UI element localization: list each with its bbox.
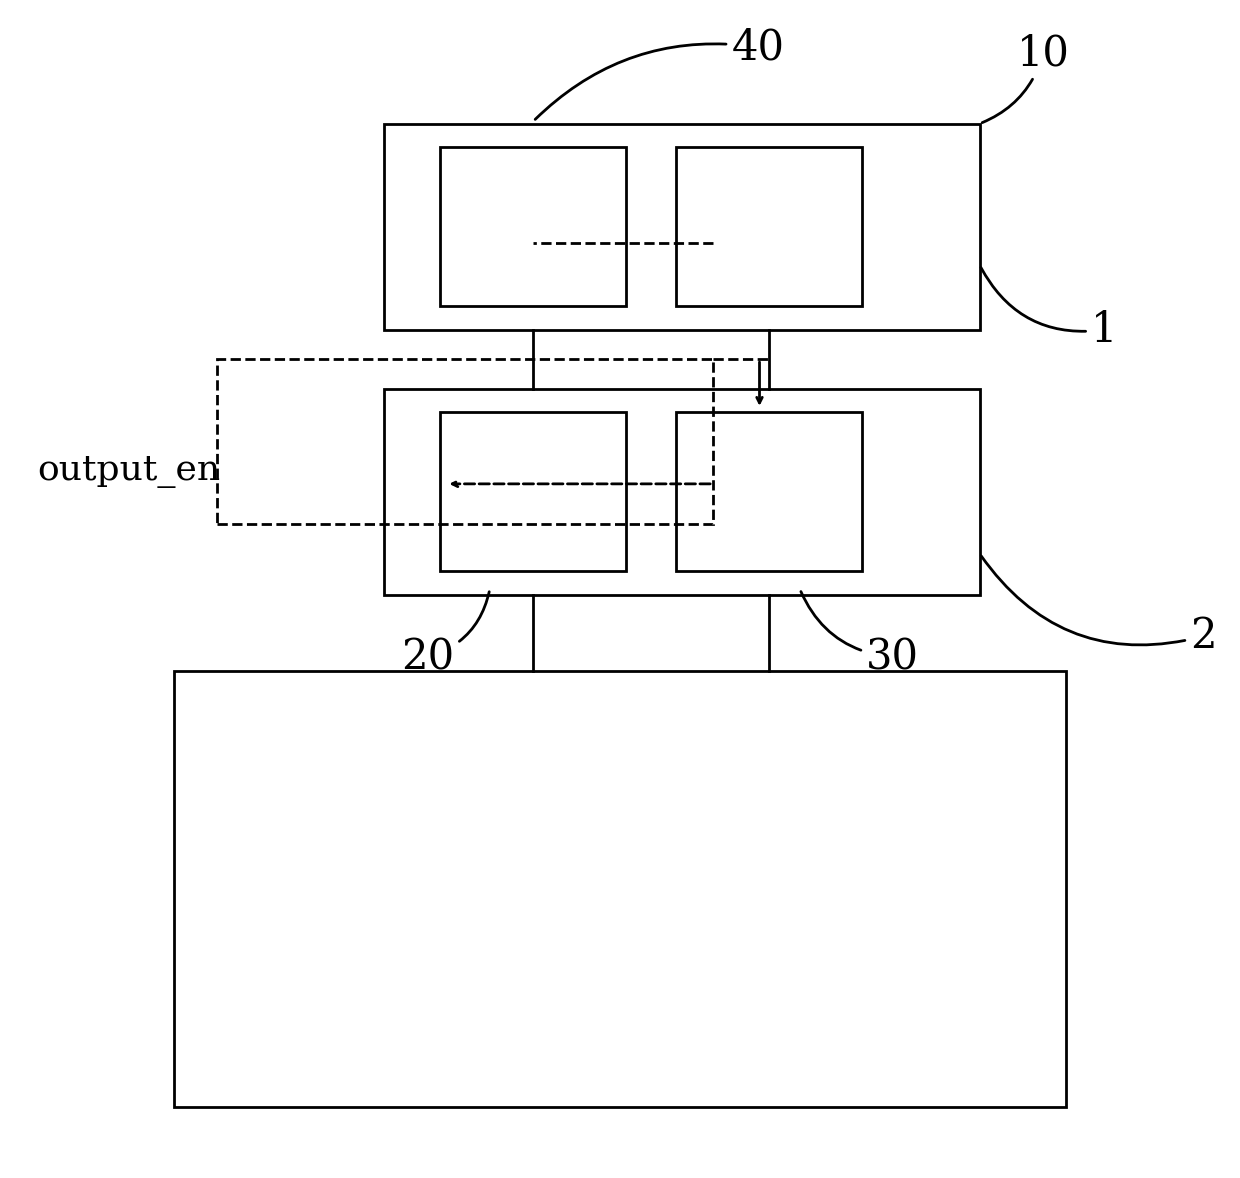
- Bar: [440, 412, 626, 571]
- Bar: [384, 389, 980, 595]
- Bar: [676, 412, 862, 571]
- Text: output_en: output_en: [37, 455, 221, 488]
- Bar: [384, 124, 980, 330]
- Text: 30: 30: [801, 591, 919, 679]
- Text: 1: 1: [981, 267, 1117, 351]
- Text: 2: 2: [981, 556, 1216, 657]
- Text: 10: 10: [982, 32, 1070, 123]
- Bar: [174, 671, 1066, 1107]
- Bar: [676, 147, 862, 306]
- Bar: [217, 359, 713, 524]
- Text: 40: 40: [536, 26, 785, 119]
- Bar: [440, 147, 626, 306]
- Text: 20: 20: [402, 591, 490, 679]
